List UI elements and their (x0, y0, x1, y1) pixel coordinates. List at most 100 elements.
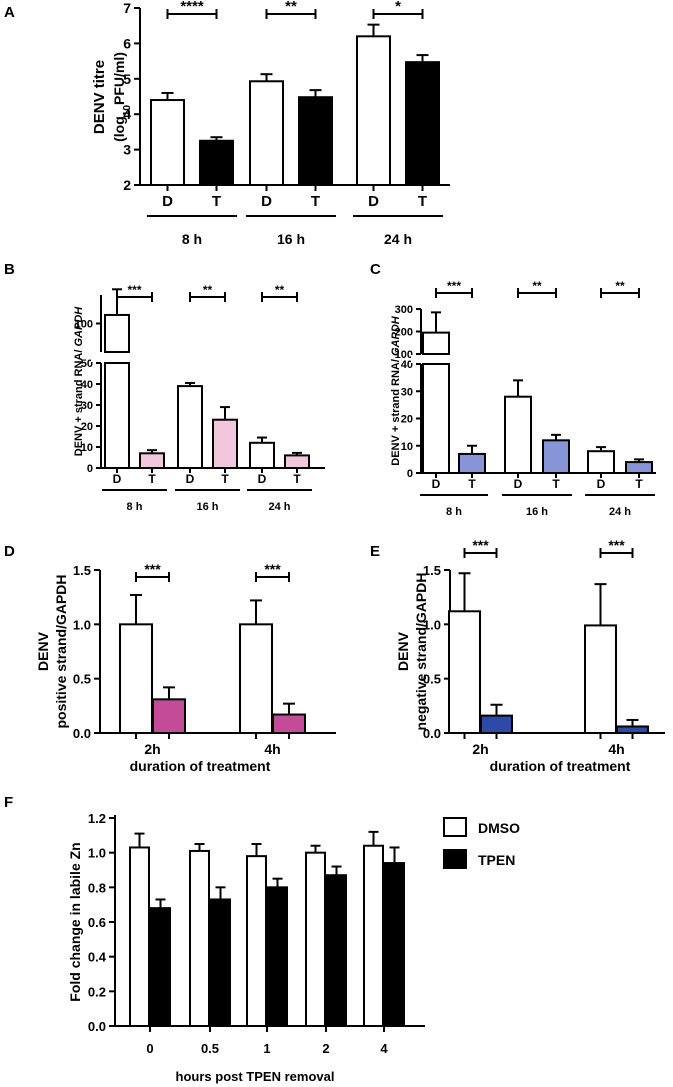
x-group-label: 4h (608, 741, 624, 757)
y-tick-label: 200 (395, 327, 413, 339)
y-tick-label: 6 (123, 35, 131, 51)
x-category-label: D (368, 193, 379, 210)
error-bar (210, 136, 223, 141)
y-tick-label: 1.0 (73, 617, 91, 632)
y-tick-label: 0.5 (73, 672, 91, 687)
x-category-label: D (514, 477, 523, 491)
x-category-label: 0 (146, 1041, 153, 1056)
error-bar (626, 718, 639, 727)
error-bar (194, 843, 205, 851)
bar (298, 96, 333, 186)
y-tick-label: 3 (123, 142, 131, 158)
y-tick-label: 0.0 (73, 726, 91, 741)
error-bar (596, 446, 606, 452)
significance-bracket: *** (435, 279, 473, 298)
y-tick-label: 100 (75, 319, 93, 331)
group-label: 16 h (277, 231, 305, 247)
bar (584, 624, 617, 734)
error-bar (220, 406, 230, 420)
significance-label: ** (285, 0, 297, 15)
significance-bracket: **** (166, 0, 218, 19)
x-axis-label: duration of treatment (490, 758, 631, 774)
y-axis-label: Fold change in labile Zn (67, 842, 83, 1001)
bar (542, 439, 570, 474)
significance-label: * (395, 0, 401, 15)
x-category-label: T (468, 477, 476, 491)
y-tick-label: 5 (123, 71, 131, 87)
y-tick-label: 20 (401, 414, 413, 426)
y-axis-label-line2: negative strand/GAPDH (413, 573, 429, 731)
significance-bracket: * (372, 0, 424, 19)
y-tick-label: 40 (401, 359, 413, 371)
y-axis-label: DENV titre (91, 60, 108, 134)
panel-label: C (370, 261, 381, 278)
group-label: 16 h (526, 506, 548, 518)
bar (139, 452, 165, 469)
y-tick-label: 0.5 (423, 672, 441, 687)
chart-panel-F: F 0.0 0.2 0.4 0.6 0.8 1.0 1.2 0 0.5 1 2 4 hours post … (4, 794, 520, 1084)
y-tick-label: 10 (81, 442, 93, 454)
bar (177, 385, 203, 470)
bar (384, 862, 405, 1027)
panel-label: E (370, 543, 380, 560)
significance-label: *** (472, 537, 489, 553)
bar (458, 452, 486, 474)
significance-bracket: *** (599, 537, 634, 558)
error-bar (367, 23, 380, 37)
significance-bracket: *** (116, 283, 153, 302)
error-bar (155, 898, 166, 909)
x-category-label: D (432, 477, 441, 491)
y-axis-label: DENV + strand RNA/ GAPDH (390, 315, 402, 465)
error-bar (134, 832, 145, 848)
error-bar (163, 686, 175, 700)
bar (104, 313, 130, 354)
error-bar (368, 830, 379, 846)
error-bar (594, 583, 607, 626)
legend-swatch (443, 817, 467, 837)
x-category-label: T (311, 193, 320, 210)
y-tick-label: 0.0 (88, 1019, 106, 1034)
bar (616, 725, 649, 734)
error-bar (185, 381, 195, 387)
y-tick-label: 1.0 (423, 617, 441, 632)
error-bar (161, 91, 174, 101)
group-label: 16 h (196, 501, 218, 513)
y-tick-label: 0.2 (88, 984, 106, 999)
y-axis-label: DENV (35, 631, 51, 671)
significance-bracket: *** (463, 537, 498, 558)
y-tick-label: 1.2 (88, 811, 106, 826)
error-bar (416, 54, 429, 63)
y-tick-label: 30 (81, 400, 93, 412)
significance-label: ** (532, 279, 542, 293)
significance-label: *** (144, 561, 161, 577)
bar (363, 844, 384, 1027)
group-label: 8 h (127, 501, 143, 513)
significance-label: *** (447, 279, 461, 293)
error-bar (551, 433, 561, 441)
error-bar (130, 593, 142, 625)
bar (104, 362, 130, 469)
significance-bracket: *** (255, 561, 290, 582)
x-category-label: D (258, 472, 267, 486)
error-bar (250, 599, 262, 625)
error-bar (272, 877, 283, 888)
group-label: 24 h (609, 506, 631, 518)
bar (422, 363, 450, 474)
y-axis-label-line2: positive strand/GAPDH (53, 574, 69, 728)
panel-label: D (4, 543, 15, 560)
y-tick-label: 2 (123, 177, 131, 193)
bar (625, 461, 653, 475)
error-bar (431, 311, 441, 333)
group-label: 8 h (182, 231, 202, 247)
x-category-label: T (552, 477, 560, 491)
x-category-label: 1 (263, 1041, 270, 1056)
bar (246, 855, 267, 1028)
error-bar (260, 73, 273, 82)
significance-label: ** (275, 283, 285, 297)
x-category-label: D (186, 472, 195, 486)
y-tick-label: 0.8 (88, 880, 106, 895)
error-bar (309, 89, 322, 98)
